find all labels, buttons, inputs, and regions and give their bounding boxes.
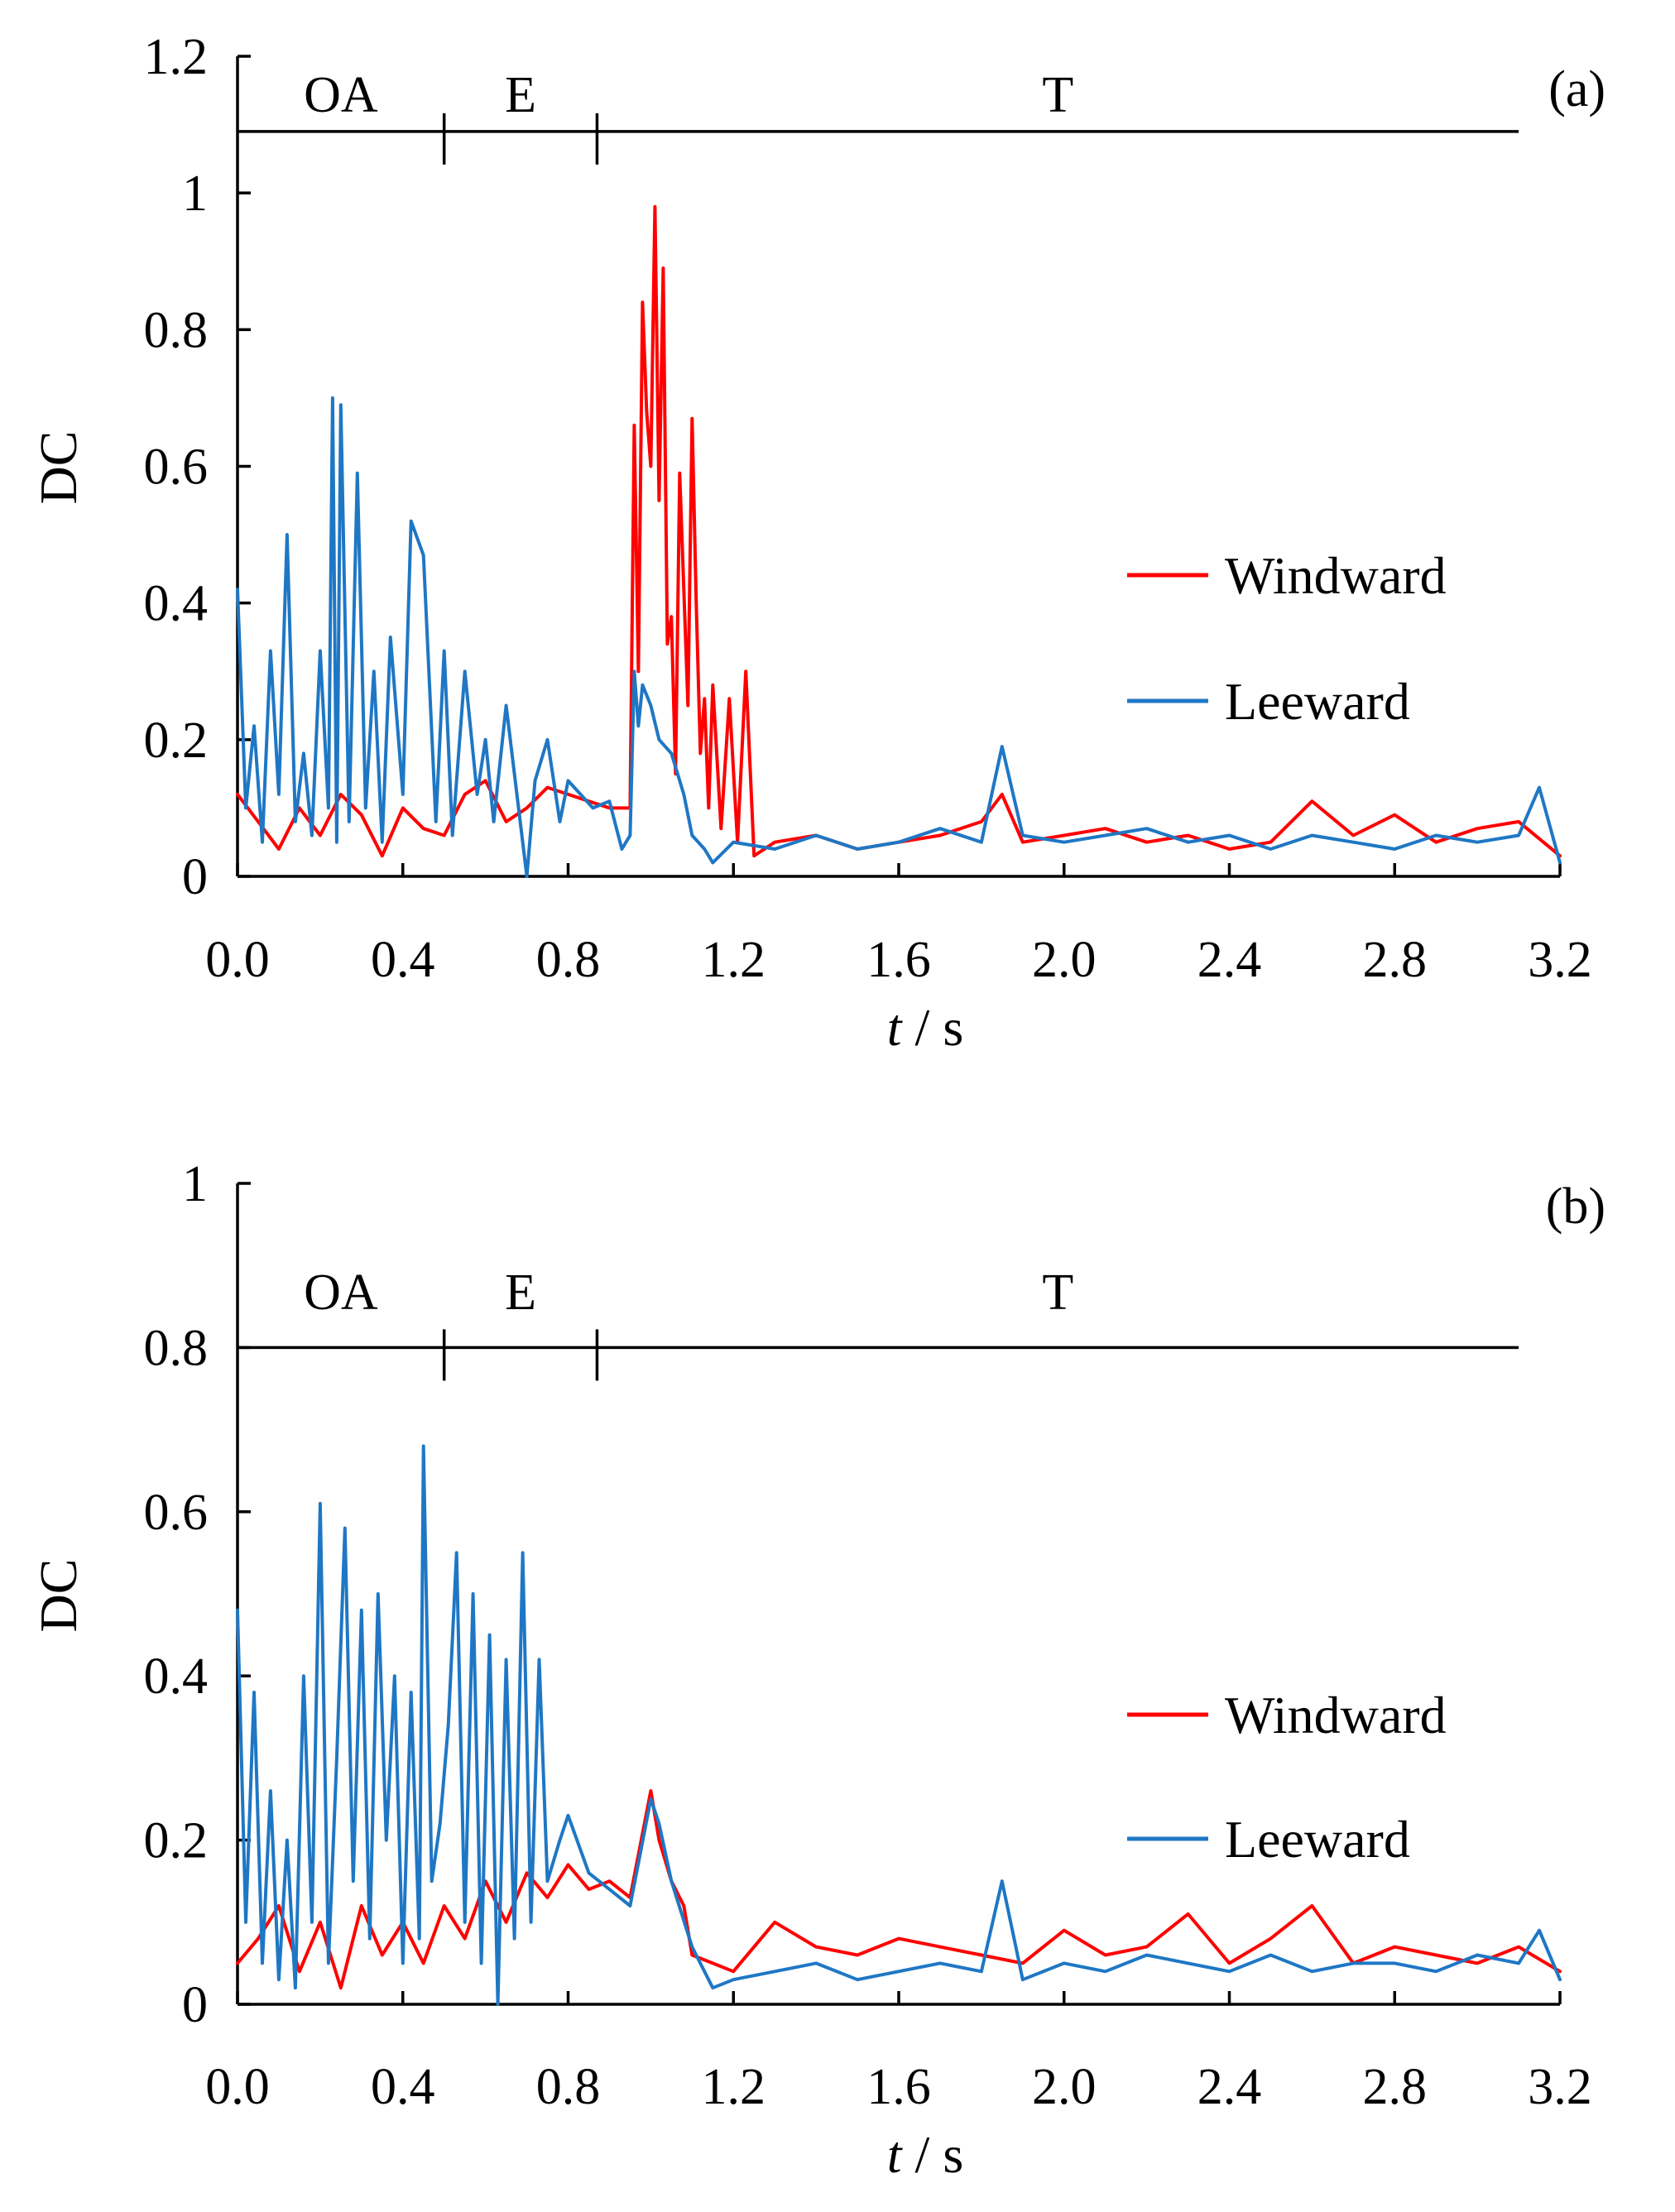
y-axis-title: DC	[29, 431, 88, 505]
x-tick-label: 1.2	[702, 932, 766, 988]
y-tick-label: 0.4	[144, 576, 209, 632]
y-tick-label: 1.2	[144, 29, 209, 85]
x-axis-title-unit: / s	[902, 2125, 964, 2184]
y-tick-label: 0.2	[144, 1813, 209, 1869]
x-tick-label: 1.2	[702, 2059, 766, 2115]
x-tick-label: 1.6	[866, 2059, 931, 2115]
phase-label-t: T	[1042, 1264, 1073, 1321]
x-tick-label: 2.8	[1363, 932, 1428, 988]
y-tick-label: 0.6	[144, 439, 209, 496]
y-tick-label: 1	[182, 166, 208, 222]
y-tick-label: 0	[182, 849, 208, 905]
phase-label-oa: OA	[304, 1264, 378, 1321]
x-tick-label: 0.0	[205, 932, 270, 988]
series-line-windward	[236, 1789, 1562, 1990]
legend-label-leeward: Leeward	[1225, 672, 1410, 731]
phase-label-e: E	[505, 1264, 536, 1321]
y-tick-label: 1	[182, 1156, 208, 1212]
x-tick-label: 1.6	[866, 932, 931, 988]
x-axis-title-unit: / s	[902, 998, 964, 1057]
x-tick-label: 2.4	[1197, 2059, 1262, 2115]
x-tick-label: 0.8	[536, 932, 601, 988]
y-tick-label: 0.2	[144, 713, 209, 769]
legend-label-windward: Windward	[1225, 1686, 1447, 1744]
x-tick-label: 2.4	[1197, 932, 1262, 988]
y-axis-title: DC	[29, 1559, 88, 1633]
legend-label-windward: Windward	[1225, 546, 1447, 605]
y-tick-label: 0.8	[144, 1320, 209, 1376]
legend-label-leeward: Leeward	[1225, 1810, 1410, 1869]
series-line-leeward	[236, 396, 1562, 878]
x-tick-label: 3.2	[1528, 2059, 1592, 2115]
series-line-windward	[236, 204, 1562, 858]
x-tick-label: 3.2	[1528, 932, 1592, 988]
y-tick-label: 0.8	[144, 302, 209, 358]
x-tick-label: 0.0	[205, 2059, 270, 2115]
y-tick-label: 0	[182, 1977, 208, 2033]
x-tick-label: 0.4	[371, 932, 435, 988]
y-tick-label: 0.6	[144, 1485, 209, 1541]
x-axis-title: t / s	[887, 2125, 963, 2184]
x-tick-label: 2.0	[1032, 2059, 1097, 2115]
x-tick-label: 0.8	[536, 2059, 601, 2115]
phase-label-t: T	[1042, 67, 1073, 123]
x-tick-label: 2.8	[1363, 2059, 1428, 2115]
x-tick-label: 2.0	[1032, 932, 1097, 988]
phase-label-e: E	[505, 67, 536, 123]
series-line-leeward	[236, 1444, 1562, 2006]
x-axis-title-variable: t	[887, 2125, 904, 2184]
x-axis-title: t / s	[887, 998, 963, 1057]
panel-label: (b)	[1546, 1178, 1605, 1235]
phase-label-oa: OA	[304, 67, 378, 123]
x-axis-title-variable: t	[887, 998, 904, 1057]
x-tick-label: 0.4	[371, 2059, 435, 2115]
panel-label: (a)	[1548, 61, 1605, 118]
panel-a: 0 0.2 0.4 0.6 0.8 1 1.2 0.0 0.4 0.8 1.2 1.6 2.0 2.4 2.…	[29, 29, 1605, 1057]
y-tick-label: 0.4	[144, 1648, 209, 1705]
panel-b: 0 0.2 0.4 0.6 0.8 1 0.0 0.4 0.8 1.2 1.6 2.0 2.4 2.8 3.…	[29, 1156, 1605, 2184]
